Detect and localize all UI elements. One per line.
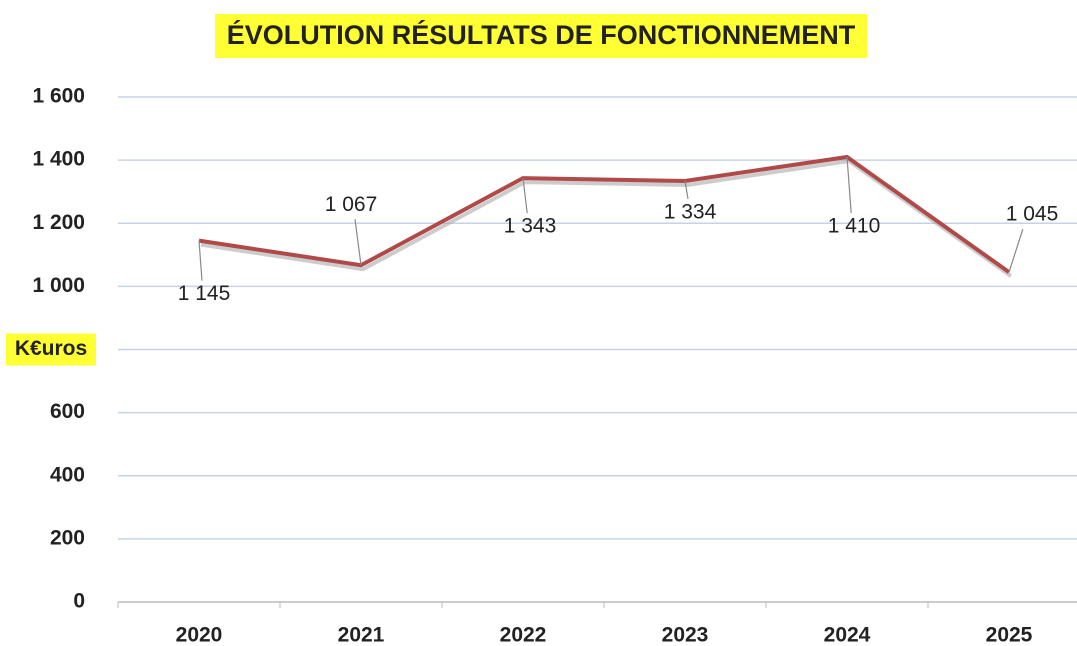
axis-label-highlight bbox=[6, 333, 96, 366]
y-tick-label: 1 200 bbox=[32, 211, 85, 234]
y-tick-label: K€uros bbox=[15, 337, 87, 360]
data-label: 1 334 bbox=[664, 201, 717, 224]
data-label: 1 410 bbox=[828, 215, 881, 238]
x-tick-label: 2023 bbox=[662, 624, 709, 646]
x-tick-label: 2024 bbox=[824, 624, 871, 646]
y-tick-label: 400 bbox=[50, 463, 85, 486]
leader-line bbox=[522, 178, 528, 214]
leader-line bbox=[846, 156, 852, 214]
line bbox=[198, 154, 1011, 274]
leader-line bbox=[354, 219, 362, 266]
title-highlight bbox=[215, 14, 867, 58]
data-label: 1 045 bbox=[1006, 203, 1059, 226]
x-tick-label: 2021 bbox=[338, 624, 385, 646]
y-tick-label: 1 600 bbox=[32, 85, 85, 108]
y-tick-label: 1 400 bbox=[32, 148, 85, 171]
y-tick-label: 1 000 bbox=[32, 274, 85, 297]
data-label: 1 343 bbox=[504, 215, 557, 238]
y-tick-label: 600 bbox=[50, 400, 85, 423]
y-tick-label: 0 bbox=[73, 590, 85, 613]
x-tick-label: 2025 bbox=[986, 624, 1033, 646]
leader-line bbox=[684, 180, 689, 200]
data-label: 1 145 bbox=[178, 282, 231, 305]
line-shadow bbox=[200, 158, 1013, 278]
x-tick-label: 2020 bbox=[176, 624, 223, 646]
leader-line bbox=[198, 240, 203, 281]
x-tick-label: 2022 bbox=[500, 624, 547, 646]
data-label: 1 067 bbox=[325, 193, 378, 216]
chart-title: ÉVOLUTION RÉSULTATS DE FONCTIONNEMENT bbox=[227, 19, 856, 50]
leader-line bbox=[1008, 228, 1024, 273]
y-tick-label: 200 bbox=[50, 526, 85, 549]
